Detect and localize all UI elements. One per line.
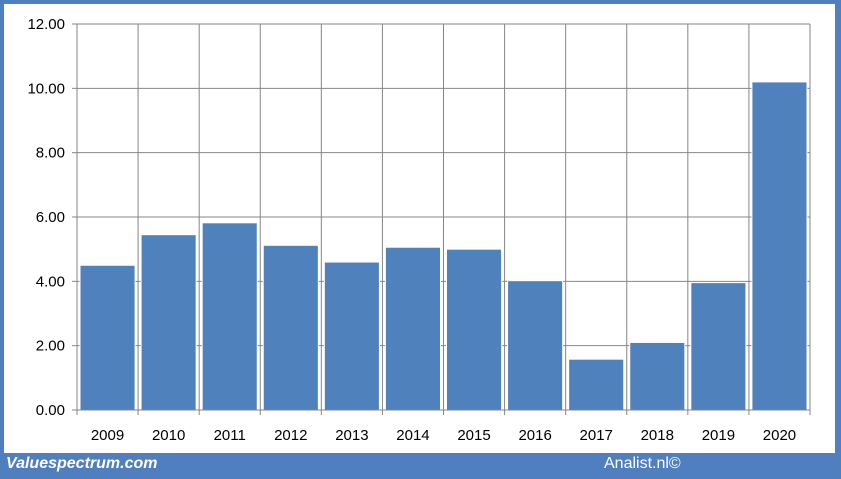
y-tick-label: 2.00 [36,338,65,355]
bars [79,81,808,411]
x-tick-labels: 2009 2010 2011 2012 2013 2014 2015 2016 2017 2018… [91,427,796,444]
y-tick-label: 6.00 [36,209,65,226]
y-tick-labels: 0.00 2.00 4.00 6.00 8.00 10.00 12.00 [27,16,65,419]
bar-2020 [751,81,808,411]
gridlines [77,23,811,410]
x-tick-label: 2018 [641,427,674,444]
bar-2012 [262,244,319,411]
valuespectrum-brand: Valuespectrum.com [6,455,158,472]
chart-panel: 0.00 2.00 4.00 6.00 8.00 10.00 12.00 2009 2010 2… [4,4,835,453]
bar-2010 [140,234,197,411]
x-tick-label: 2015 [457,427,490,444]
x-tick-label: 2013 [335,427,368,444]
x-tick-label: 2009 [91,427,124,444]
bar-2011 [201,222,258,411]
axes [72,23,811,415]
bar-2018 [629,341,686,411]
x-tick-label: 2010 [152,427,185,444]
analist-brand: Analist.nl© [604,455,681,472]
x-tick-label: 2011 [214,427,246,444]
y-tick-label: 10.00 [27,80,65,97]
footer-bar: Valuespectrum.com Analist.nl© [0,453,841,479]
bar-2009 [79,264,136,411]
y-tick-label: 8.00 [36,145,65,162]
y-tick-label: 12.00 [27,16,65,33]
bar-2017 [568,358,625,411]
bar-2016 [507,280,564,411]
x-tick-label: 2012 [274,427,307,444]
bar-2013 [323,261,380,411]
x-tick-label: 2016 [518,427,551,444]
x-tick-label: 2017 [580,427,613,444]
y-tick-label: 0.00 [36,402,65,419]
bar-2019 [690,282,747,411]
bar-2015 [446,248,503,411]
x-tick-label: 2019 [702,427,735,444]
x-tick-label: 2014 [396,427,429,444]
y-tick-label: 4.00 [36,273,65,290]
bar-2014 [384,246,441,411]
x-tick-label: 2020 [763,427,796,444]
